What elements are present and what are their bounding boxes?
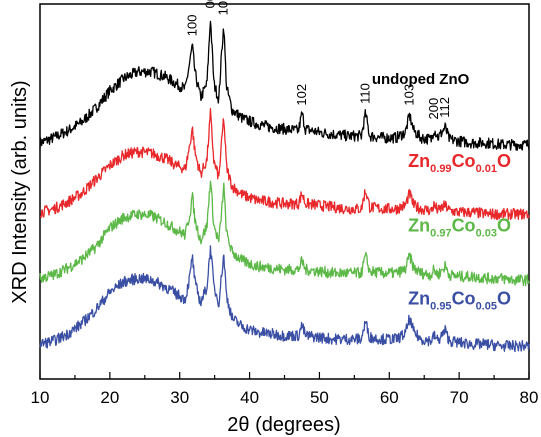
x-tick-label: 70 (450, 388, 469, 407)
peak-label: 200 (426, 98, 441, 120)
x-tick-label: 40 (240, 388, 259, 407)
series-label-text: Zn (408, 215, 430, 235)
peak-label: 110 (358, 83, 373, 104)
series-labels: undoped ZnOZn0.99Co0.01OZn0.97Co0.03OZn0… (372, 71, 511, 312)
x-tick-label: 20 (100, 388, 119, 407)
plot-frame (39, 3, 530, 380)
series-label-text: O (497, 288, 511, 308)
x-tick-label: 10 (31, 388, 50, 407)
x-tick-label: 60 (380, 388, 399, 407)
series-label-text: Zn (408, 151, 430, 171)
series-label: Zn0.99Co0.01O (408, 151, 511, 175)
series-line (39, 245, 530, 353)
peak-label: 100 (184, 14, 199, 36)
x-tick-label: 30 (170, 388, 189, 407)
x-tick-label: 80 (520, 388, 539, 407)
peak-label: 102 (294, 84, 309, 106)
series-label: Zn0.97Co0.03O (408, 215, 511, 239)
series-label: undoped ZnO (372, 71, 470, 88)
peak-label: 103 (402, 84, 417, 106)
x-axis-tick-labels: 10 20 30 40 50 60 70 80 (31, 388, 539, 407)
series-label: Zn0.95Co0.05O (408, 288, 511, 312)
series-label-subscript: 0.01 (476, 163, 497, 175)
x-axis-ticks (39, 372, 530, 379)
x-axis-title: 2θ (degrees) (227, 414, 340, 436)
series-line (39, 107, 530, 221)
series-label-subscript: 0.03 (476, 227, 497, 239)
series-line (39, 180, 530, 287)
series-label-text: O (497, 151, 511, 171)
series-lines (39, 20, 530, 353)
peak-label: 101 (216, 0, 231, 15)
series-label-text: Co (452, 288, 476, 308)
series-label-text: Zn (408, 288, 430, 308)
series-label-subscript: 0.95 (430, 300, 451, 312)
y-axis-title: XRD Intensity (arb. units) (9, 80, 31, 303)
peak-label: 002 (203, 0, 218, 8)
series-label-subscript: 0.97 (430, 227, 451, 239)
peak-label: 112 (437, 97, 452, 118)
series-label-subscript: 0.99 (430, 163, 451, 175)
series-label-text: Co (452, 151, 476, 171)
series-label-text: undoped ZnO (372, 71, 470, 88)
series-label-text: Co (452, 215, 476, 235)
x-tick-label: 50 (310, 388, 329, 407)
series-label-subscript: 0.05 (476, 300, 497, 312)
series-label-text: O (497, 215, 511, 235)
series-line (39, 20, 530, 151)
